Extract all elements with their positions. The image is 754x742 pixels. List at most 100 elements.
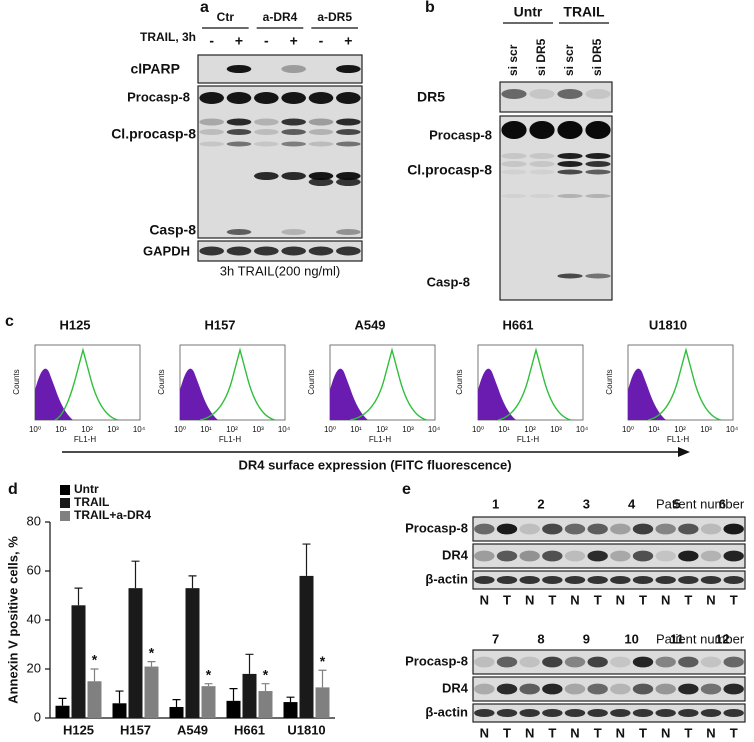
y-tick-label: 60 — [27, 562, 41, 577]
band — [281, 129, 306, 135]
x-tick-label: 10² — [674, 425, 686, 434]
band — [529, 194, 555, 198]
label: a — [200, 0, 209, 16]
blot — [472, 543, 746, 569]
error-bar — [286, 696, 295, 703]
band — [655, 550, 676, 562]
label: T — [548, 725, 556, 740]
band — [281, 246, 306, 256]
band — [496, 523, 518, 535]
label: T — [639, 592, 647, 607]
band — [199, 92, 224, 104]
blot — [499, 115, 613, 301]
x-tick-label: 10⁰ — [29, 425, 41, 434]
band — [585, 169, 611, 175]
x-tick-label: 10² — [226, 425, 238, 434]
label: si DR5 — [590, 38, 604, 76]
label: e — [402, 481, 411, 498]
label: 12 — [715, 631, 729, 646]
label: + — [344, 33, 352, 49]
label: N — [661, 592, 670, 607]
band — [529, 169, 555, 175]
plot-frame — [34, 344, 141, 421]
label: Procasp-8 — [405, 520, 468, 535]
label: d — [8, 481, 18, 498]
label: N — [525, 592, 534, 607]
label: N — [480, 725, 489, 740]
band — [610, 683, 631, 695]
label: Counts — [605, 369, 614, 394]
label: DR4 — [442, 680, 469, 695]
band — [336, 92, 361, 104]
band — [632, 575, 654, 585]
band — [678, 656, 699, 668]
x-tick-label: 10⁴ — [576, 425, 589, 434]
label: DR4 surface expression (FITC fluorescenc… — [238, 457, 511, 472]
band — [226, 229, 252, 235]
band — [336, 65, 361, 73]
bar — [112, 703, 127, 718]
band — [308, 178, 334, 186]
band — [655, 683, 676, 695]
plot-frame — [329, 344, 436, 421]
label: N — [570, 592, 579, 607]
band — [557, 273, 583, 279]
x-tick-label: 10¹ — [498, 425, 510, 434]
label: N — [525, 725, 534, 740]
x-tick-label: 10¹ — [55, 425, 67, 434]
label: T — [639, 725, 647, 740]
bar — [185, 588, 200, 718]
label: N — [661, 725, 670, 740]
x-tick-label: 10³ — [402, 425, 414, 434]
annotation: * — [263, 666, 269, 682]
label: Cl.procasp-8 — [111, 126, 196, 142]
x-tick-label: 10⁴ — [133, 425, 146, 434]
bar — [315, 687, 330, 718]
label: 2 — [537, 496, 544, 511]
band — [723, 708, 744, 718]
band — [308, 172, 334, 180]
band — [557, 194, 583, 198]
band — [226, 246, 252, 256]
band — [542, 708, 563, 718]
label: - — [264, 33, 269, 49]
x-tick-label: 10⁰ — [324, 425, 336, 434]
band — [542, 656, 563, 668]
band — [336, 118, 361, 126]
label: A549 — [354, 317, 385, 332]
band — [496, 656, 518, 668]
label: Procasp-8 — [127, 89, 190, 104]
band — [501, 153, 527, 159]
bar — [71, 605, 86, 718]
label: Procasp-8 — [429, 127, 492, 142]
band — [254, 92, 279, 104]
label: N — [706, 592, 715, 607]
isotype-histogram — [478, 368, 516, 420]
band — [542, 683, 563, 695]
x-tick-label: 10⁴ — [428, 425, 441, 434]
bar — [283, 702, 298, 718]
error-bar — [172, 699, 181, 707]
band — [519, 708, 540, 718]
x-tick-label: 10³ — [550, 425, 562, 434]
label: N — [706, 725, 715, 740]
plot-frame — [477, 344, 584, 421]
bar — [87, 681, 102, 718]
label: a-DR4 — [263, 10, 298, 24]
label: 5 — [673, 496, 680, 511]
band — [542, 575, 563, 585]
band — [226, 118, 252, 126]
x-tick-label: 10⁰ — [174, 425, 186, 434]
dr4-histogram — [199, 347, 276, 421]
label: 7 — [492, 631, 499, 646]
band — [519, 550, 540, 562]
y-tick-label: 80 — [27, 513, 41, 528]
isotype-histogram — [330, 368, 368, 420]
band — [723, 656, 744, 668]
label: FL1-H — [369, 435, 391, 444]
bar — [128, 588, 143, 718]
label: TRAIL — [563, 4, 605, 20]
band — [474, 550, 495, 562]
x-tick-label: 10³ — [700, 425, 712, 434]
